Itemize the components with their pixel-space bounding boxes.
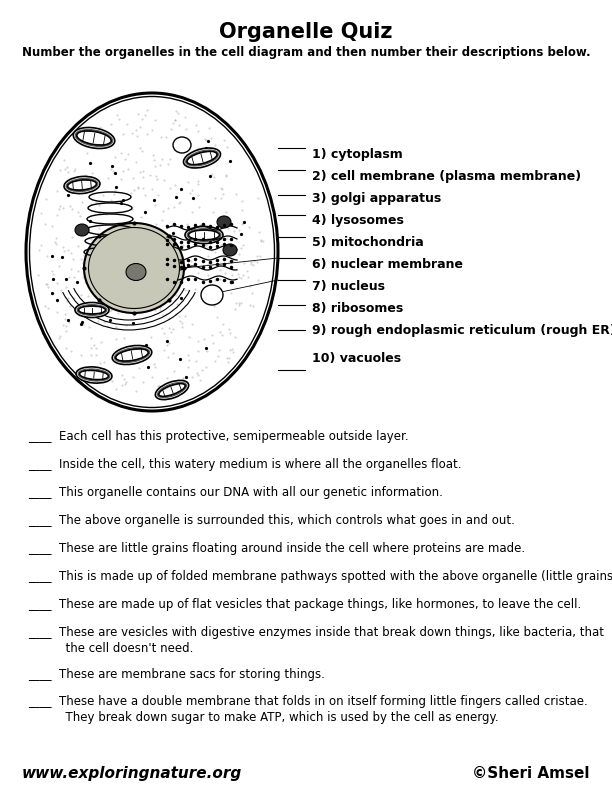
Ellipse shape <box>223 244 237 256</box>
Text: ____  Each cell has this protective, semipermeable outside layer.: ____ Each cell has this protective, semi… <box>28 430 409 443</box>
Text: ____  This is made up of folded membrane pathways spotted with the above organel: ____ This is made up of folded membrane … <box>28 570 612 583</box>
Ellipse shape <box>89 227 179 309</box>
Ellipse shape <box>80 307 105 313</box>
Ellipse shape <box>64 177 100 193</box>
Text: 7) nucleus: 7) nucleus <box>312 280 385 293</box>
Text: ____  These are made up of flat vesicles that package things, like hormones, to : ____ These are made up of flat vesicles … <box>28 598 581 611</box>
Ellipse shape <box>187 228 222 242</box>
Text: 5) mitochondria: 5) mitochondria <box>312 236 424 249</box>
Ellipse shape <box>114 347 151 363</box>
Ellipse shape <box>160 384 184 395</box>
Ellipse shape <box>184 148 220 168</box>
Ellipse shape <box>84 223 184 313</box>
Ellipse shape <box>76 367 112 383</box>
Text: 10) vacuoles: 10) vacuoles <box>312 352 401 365</box>
Ellipse shape <box>112 345 152 364</box>
Text: ©Sheri Amsel: ©Sheri Amsel <box>472 766 590 781</box>
Text: ____  These are vesicles with digestive enzymes inside that break down things, l: ____ These are vesicles with digestive e… <box>28 626 604 639</box>
Text: 4) lysosomes: 4) lysosomes <box>312 214 404 227</box>
Ellipse shape <box>65 178 99 192</box>
Ellipse shape <box>78 368 110 382</box>
Ellipse shape <box>126 264 146 280</box>
Text: ____  The above organelle is surrounded this, which controls what goes in and ou: ____ The above organelle is surrounded t… <box>28 514 515 527</box>
Text: Organelle Quiz: Organelle Quiz <box>219 22 393 42</box>
Text: ____  These have a double membrane that folds in on itself forming little finger: ____ These have a double membrane that f… <box>28 695 588 708</box>
Ellipse shape <box>69 181 95 189</box>
Ellipse shape <box>188 152 216 164</box>
Text: 3) golgi apparatus: 3) golgi apparatus <box>312 192 441 205</box>
Text: 2) cell membrane (plasma membrane): 2) cell membrane (plasma membrane) <box>312 170 581 183</box>
Text: ____  Inside the cell, this watery medium is where all the organelles float.: ____ Inside the cell, this watery medium… <box>28 458 461 471</box>
Ellipse shape <box>76 304 108 316</box>
Text: 1) cytoplasm: 1) cytoplasm <box>312 148 403 161</box>
Ellipse shape <box>185 227 223 243</box>
Text: www.exploringnature.org: www.exploringnature.org <box>22 766 242 781</box>
Text: ____  These are little grains floating around inside the cell where proteins are: ____ These are little grains floating ar… <box>28 542 525 555</box>
Ellipse shape <box>157 382 187 398</box>
Text: ____  These are membrane sacs for storing things.: ____ These are membrane sacs for storing… <box>28 668 325 681</box>
Text: Number the organelles in the cell diagram and then number their descriptions bel: Number the organelles in the cell diagra… <box>21 46 591 59</box>
Ellipse shape <box>73 128 115 149</box>
Ellipse shape <box>190 231 218 239</box>
Text: 8) ribosomes: 8) ribosomes <box>312 302 403 315</box>
Text: 6) nuclear membrane: 6) nuclear membrane <box>312 258 463 271</box>
Ellipse shape <box>75 224 89 236</box>
Text: 9) rough endoplasmic reticulum (rough ER): 9) rough endoplasmic reticulum (rough ER… <box>312 324 612 337</box>
Ellipse shape <box>185 150 219 166</box>
Ellipse shape <box>117 350 147 360</box>
Ellipse shape <box>217 216 231 228</box>
Ellipse shape <box>201 285 223 305</box>
Text: the cell doesn't need.: the cell doesn't need. <box>28 642 193 655</box>
Ellipse shape <box>75 303 109 318</box>
Text: ____  This organelle contains our DNA with all our genetic information.: ____ This organelle contains our DNA wit… <box>28 486 443 499</box>
Ellipse shape <box>155 380 188 400</box>
Text: They break down sugar to make ATP, which is used by the cell as energy.: They break down sugar to make ATP, which… <box>28 711 499 724</box>
Ellipse shape <box>173 137 191 153</box>
Ellipse shape <box>78 132 110 144</box>
Ellipse shape <box>75 129 113 147</box>
Ellipse shape <box>81 371 108 379</box>
